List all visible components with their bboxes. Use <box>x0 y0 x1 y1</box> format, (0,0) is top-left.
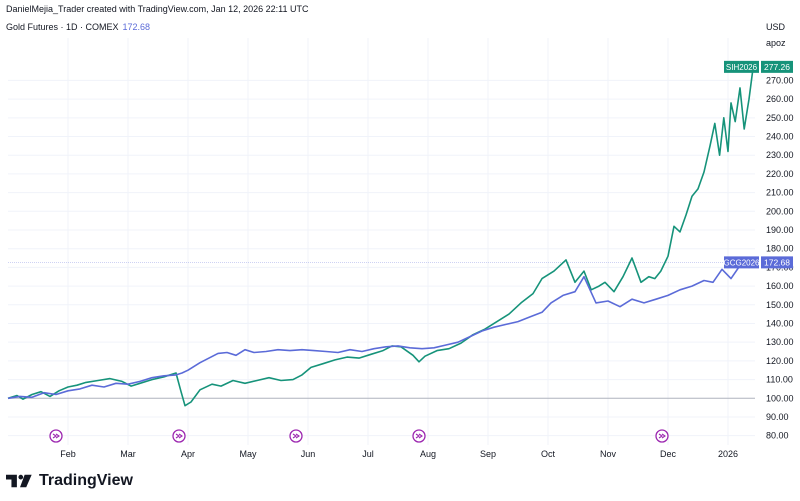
event-marker-icon[interactable] <box>412 429 426 443</box>
tradingview-logo-icon <box>6 474 32 488</box>
y-tick-label: 80.00 <box>766 431 789 441</box>
y-tick-label: 240.00 <box>766 132 794 142</box>
event-marker-arrow <box>292 433 300 439</box>
time-axis[interactable]: Feb Mar Apr May Jun Jul Aug Sep Oct Nov Dec 2026 <box>60 449 738 459</box>
price-axis[interactable]: 80.00 90.00 100.00 110.00 120.00 130.00 140.00… <box>766 75 794 440</box>
chart-credit: DanielMejia_Trader created with TradingV… <box>6 4 309 14</box>
x-tick-label: Oct <box>541 449 556 459</box>
series-line-sih2026 <box>7 66 754 407</box>
y-tick-label: 220.00 <box>766 169 794 179</box>
event-marker-arrow <box>52 433 60 439</box>
x-tick-label: May <box>239 449 257 459</box>
value-tag-bg <box>761 60 793 73</box>
value-tag-text: 172.68 <box>764 257 790 267</box>
y-tick-label: 140.00 <box>766 318 794 328</box>
unit-label: apoz <box>766 38 786 48</box>
tradingview-wordmark: TradingView <box>39 472 133 489</box>
y-tick-label: 270.00 <box>766 75 794 85</box>
last-value-tag-sih2026: SIH2026 277.26 <box>724 60 793 73</box>
y-tick-label: 150.00 <box>766 300 794 310</box>
y-tick-label: 200.00 <box>766 206 794 216</box>
symbol-tag-name: SIH2026 <box>726 63 758 72</box>
y-tick-label: 110.00 <box>766 375 793 385</box>
y-tick-label: 120.00 <box>766 356 794 366</box>
series-layer <box>7 66 754 407</box>
y-tick-label: 190.00 <box>766 225 794 235</box>
tradingview-footer[interactable]: TradingView <box>6 472 133 490</box>
value-tag-bg <box>761 256 793 269</box>
y-tick-label: 230.00 <box>766 150 794 160</box>
event-marker-arrow <box>175 433 183 439</box>
y-tick-label: 160.00 <box>766 281 794 291</box>
x-tick-label: Nov <box>600 449 617 459</box>
y-tick-label: 250.00 <box>766 113 794 123</box>
y-tick-label: 260.00 <box>766 94 794 104</box>
symbol-tag-name: GCG2026 <box>723 258 760 267</box>
baseline-layer <box>8 262 755 399</box>
x-tick-label: Dec <box>660 449 677 459</box>
y-tick-label: 180.00 <box>766 244 794 254</box>
currency-label[interactable]: USD <box>766 22 786 32</box>
y-tick-label: 130.00 <box>766 337 794 347</box>
y-tick-label: 100.00 <box>766 393 794 403</box>
event-marker-icon[interactable] <box>49 429 63 443</box>
x-tick-label: 2026 <box>718 449 738 459</box>
event-marker-arrow <box>658 433 666 439</box>
series-line-gcg2026 <box>7 261 754 400</box>
symbol-last-value: 172.68 <box>122 22 151 32</box>
symbol-title: Gold Futures · 1D · COMEX <box>6 22 119 32</box>
x-tick-label: Jul <box>362 449 374 459</box>
symbol-tag-bg <box>724 256 759 269</box>
last-value-tag-gcg2026: GCG2026 172.68 <box>723 256 793 269</box>
x-tick-label: Mar <box>120 449 136 459</box>
event-marker-icon[interactable] <box>172 429 186 443</box>
symbol-tag-bg <box>724 60 759 73</box>
event-marker-arrow <box>415 433 423 439</box>
x-tick-label: Sep <box>480 449 496 459</box>
x-tick-label: Aug <box>420 449 436 459</box>
grid-lines <box>8 38 755 445</box>
last-value-labels: SIH2026 277.26 GCG2026 172.68 <box>723 60 793 269</box>
event-markers <box>49 429 669 443</box>
event-marker-icon[interactable] <box>289 429 303 443</box>
symbol-legend[interactable]: Gold Futures · 1D · COMEX 172.68 <box>6 22 150 32</box>
value-tag-text: 277.26 <box>764 62 790 72</box>
y-tick-label: 90.00 <box>766 412 789 422</box>
x-tick-label: Apr <box>181 449 195 459</box>
x-tick-label: Jun <box>301 449 316 459</box>
y-tick-label: 210.00 <box>766 188 794 198</box>
x-tick-label: Feb <box>60 449 76 459</box>
event-marker-icon[interactable] <box>655 429 669 443</box>
